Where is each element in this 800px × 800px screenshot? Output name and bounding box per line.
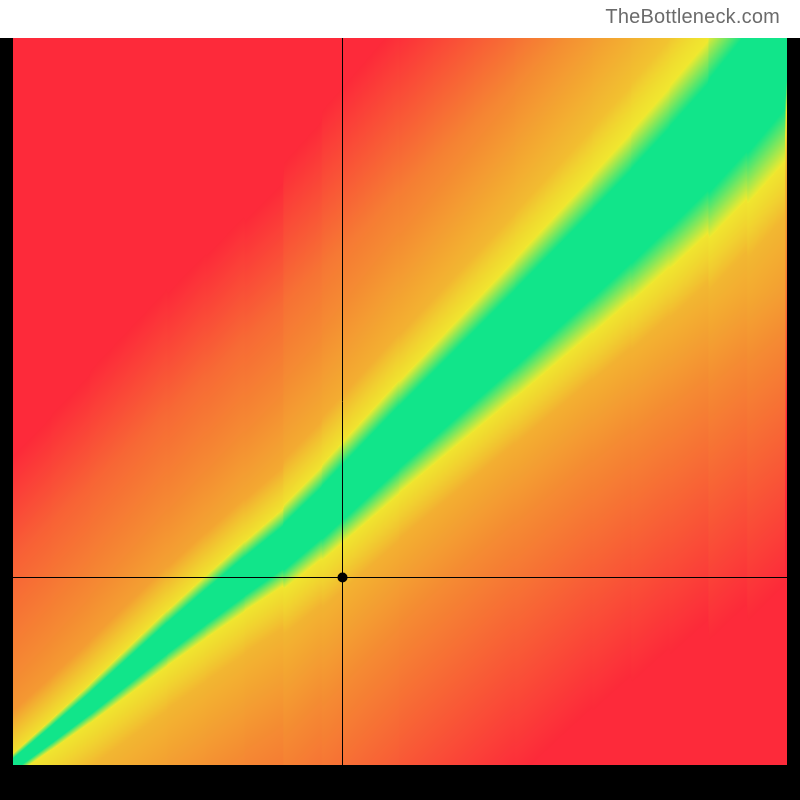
frame-left (0, 38, 13, 765)
heatmap-canvas (13, 38, 787, 765)
chart-container: TheBottleneck.com (0, 0, 800, 800)
attribution-text: TheBottleneck.com (605, 6, 780, 29)
frame-right (787, 38, 800, 765)
heatmap-plot (13, 38, 787, 765)
frame-bottom (0, 765, 800, 800)
